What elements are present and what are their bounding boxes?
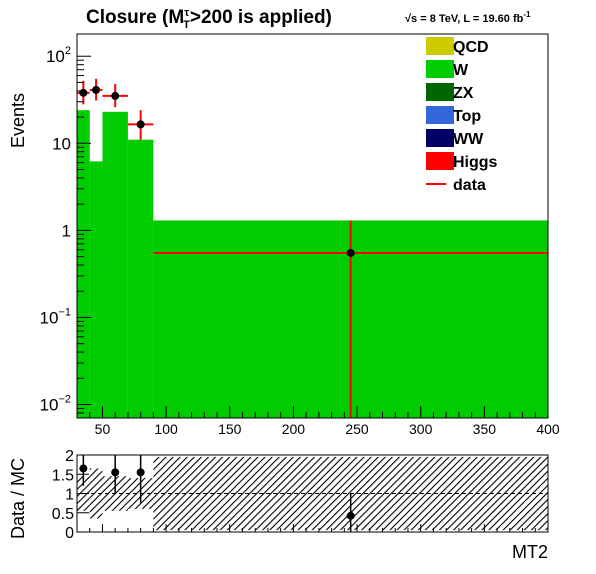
x-tick-label: 250 xyxy=(345,421,369,437)
legend-swatch xyxy=(426,129,454,147)
data-point xyxy=(102,83,128,108)
data-point xyxy=(153,220,548,418)
x-tick-label: 300 xyxy=(409,421,433,437)
ratio-y-tick-label: 1.5 xyxy=(52,467,74,484)
legend-label: W xyxy=(453,62,469,79)
legend-entry: ZX xyxy=(426,83,474,102)
ratio-point xyxy=(111,455,120,494)
main-y-axis: 102 10 1 10−1 10−2 xyxy=(40,45,91,419)
x-tick-label: 350 xyxy=(473,421,497,437)
legend-label: Top xyxy=(453,108,481,125)
legend-label: WW xyxy=(453,131,484,148)
data-point xyxy=(77,80,90,105)
x-tick-label: 150 xyxy=(218,421,242,437)
legend-entry: data xyxy=(426,177,486,194)
y-axis-label: Events xyxy=(8,93,28,148)
legend-entry: Higgs xyxy=(426,152,498,171)
legend-entry: WW xyxy=(426,129,484,148)
histogram-bar xyxy=(89,161,103,418)
ratio-band-bin xyxy=(89,468,103,519)
legend-entry: QCD xyxy=(426,37,489,56)
histogram-bar xyxy=(102,111,128,418)
ratio-uncertainty-band xyxy=(77,456,548,531)
energy-lumi-label: √s = 8 TeV, L = 19.60 fb-1 xyxy=(405,10,531,25)
legend-label: data xyxy=(453,177,486,194)
ratio-data-series xyxy=(79,455,355,532)
legend-swatch xyxy=(426,60,454,78)
ratio-y-tick-label: 1 xyxy=(65,487,74,504)
legend-swatch xyxy=(426,152,454,170)
ratio-y-tick-label: 0 xyxy=(65,525,74,542)
y-tick-label: 10−1 xyxy=(40,306,71,327)
legend-swatch xyxy=(426,37,454,55)
main-x-axis: 50 100 150 200 250 300 350 400 xyxy=(76,406,560,437)
legend-label: Higgs xyxy=(453,154,498,171)
ratio-x-axis xyxy=(76,524,549,532)
ratio-y-tick-label: 0.5 xyxy=(52,506,74,523)
ratio-y-axis: 0 0.5 1 1.5 2 xyxy=(52,448,89,542)
ratio-y-axis-label: Data / MC xyxy=(8,458,28,539)
x-tick-label: 400 xyxy=(536,421,560,437)
ratio-point xyxy=(346,493,355,532)
y-tick-label: 1 xyxy=(62,221,71,240)
legend-label: QCD xyxy=(453,39,489,56)
x-tick-label: 50 xyxy=(95,421,111,437)
main-frame xyxy=(76,33,549,419)
y-tick-label: 10−2 xyxy=(40,394,71,415)
x-axis-label: MT2 xyxy=(512,542,548,562)
data-point xyxy=(127,110,154,140)
ratio-point xyxy=(79,455,88,486)
legend: QCD W ZX Top WW Higgs data xyxy=(426,37,498,194)
y-tick-label: 10 xyxy=(52,134,71,153)
data-series xyxy=(77,78,548,418)
ratio-y-tick-label: 2 xyxy=(65,448,74,465)
y-tick-label: 102 xyxy=(46,45,71,66)
x-tick-label: 200 xyxy=(282,421,306,437)
x-tick-label: 100 xyxy=(154,421,178,437)
chart-title: Closure (Mτ T>200 is applied) xyxy=(86,7,332,31)
legend-label: ZX xyxy=(453,85,474,102)
histogram-bar xyxy=(127,139,154,418)
legend-entry: W xyxy=(426,60,469,79)
ratio-point xyxy=(136,455,145,504)
legend-swatch xyxy=(426,106,454,124)
data-point xyxy=(89,78,103,101)
legend-swatch xyxy=(426,83,454,101)
legend-entry: Top xyxy=(426,106,481,125)
histogram-bar xyxy=(77,110,90,418)
